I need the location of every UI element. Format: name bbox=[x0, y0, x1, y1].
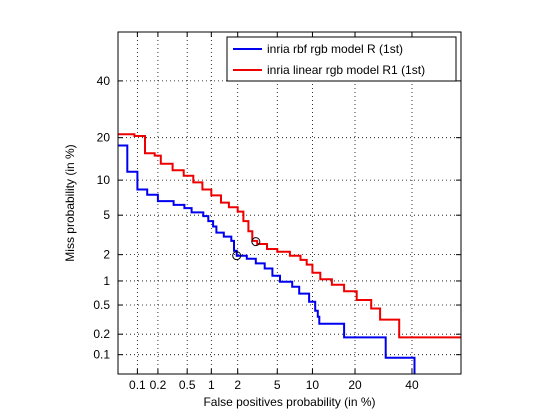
y-tick-label: 40 bbox=[97, 74, 111, 88]
y-tick-label: 1 bbox=[103, 274, 110, 288]
y-axis-label: Miss probability (in %) bbox=[63, 144, 77, 261]
y-tick-label: 10 bbox=[97, 173, 111, 187]
x-tick-label: 1 bbox=[208, 378, 215, 392]
y-tick-label: 2 bbox=[103, 248, 110, 262]
series-line-1 bbox=[118, 133, 461, 339]
operating-point-marker-1 bbox=[251, 237, 261, 247]
ticks bbox=[118, 32, 461, 374]
x-axis-label: False positives probability (in %) bbox=[203, 395, 375, 409]
x-tick-label: 5 bbox=[274, 378, 281, 392]
y-tick-label: 0.1 bbox=[93, 348, 110, 362]
plot-frame bbox=[117, 31, 462, 375]
x-tick-label: 2 bbox=[234, 378, 241, 392]
y-tick-label: 20 bbox=[97, 131, 111, 145]
x-tick-label: 10 bbox=[306, 378, 320, 392]
legend-box bbox=[226, 36, 457, 82]
y-tick-labels: 0.1 0.2 0.5 1 2 5 10 20 40 bbox=[93, 74, 110, 362]
legend: inria rbf rgb model R (1st) inria linear… bbox=[226, 36, 457, 82]
x-tick-labels: 0.1 0.2 0.5 1 2 5 10 20 40 bbox=[129, 378, 419, 392]
legend-label-linear: inria linear rgb model R1 (1st) bbox=[267, 63, 425, 77]
x-tick-label: 0.5 bbox=[179, 378, 196, 392]
y-tick-label: 5 bbox=[103, 208, 110, 222]
y-tick-label: 0.2 bbox=[93, 327, 110, 341]
series-line-0 bbox=[118, 144, 416, 374]
x-tick-label: 0.1 bbox=[129, 378, 146, 392]
x-tick-label: 40 bbox=[405, 378, 419, 392]
y-tick-label: 0.5 bbox=[93, 298, 110, 312]
operating-point-marker-0 bbox=[232, 251, 242, 261]
series-layer bbox=[118, 133, 461, 374]
x-tick-label: 20 bbox=[348, 378, 362, 392]
markers-layer bbox=[232, 237, 261, 261]
legend-label-rbf: inria rbf rgb model R (1st) bbox=[267, 42, 403, 56]
x-tick-label: 0.2 bbox=[150, 378, 167, 392]
grid bbox=[118, 32, 461, 374]
plot-area bbox=[118, 32, 461, 374]
